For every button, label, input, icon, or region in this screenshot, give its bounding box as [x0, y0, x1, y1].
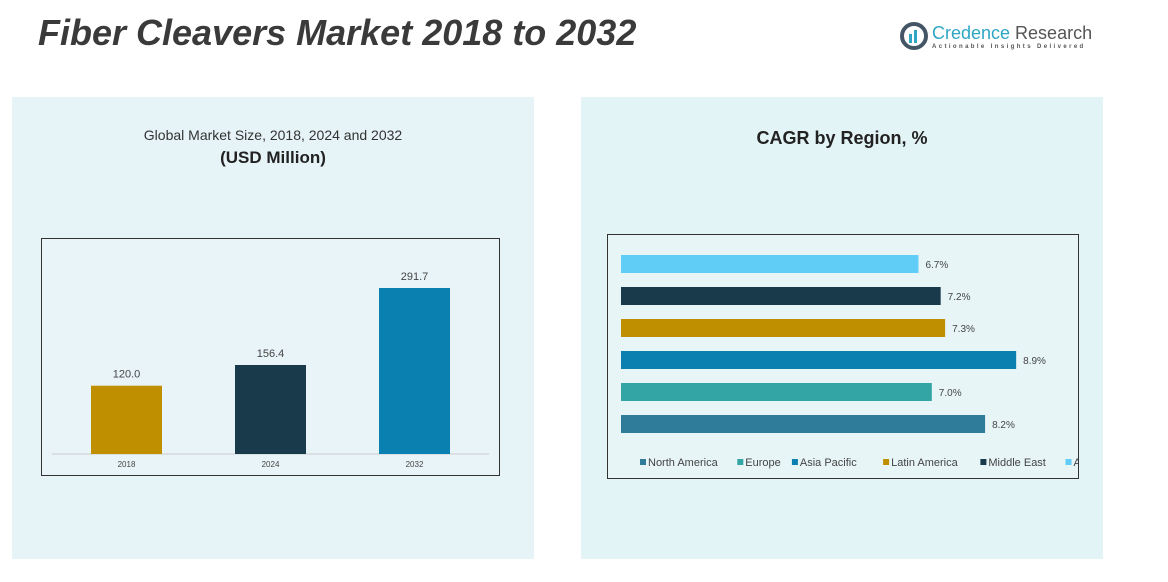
- legend-label: Middle East: [988, 457, 1045, 469]
- bar-value-label: 6.7%: [925, 260, 948, 271]
- bar-value-label: 7.3%: [952, 324, 975, 335]
- market-size-chart: 120.0 2018 156.4 2024 291.7 2032: [52, 271, 489, 469]
- bar-value-label: 8.2%: [992, 420, 1015, 431]
- logo: Credence Research Actionable Insights De…: [900, 22, 1092, 50]
- logo-icon: [900, 22, 928, 50]
- cagr-chart: 8.2% 7.0% 8.9% 7.3% 7.2% 6.7% North America Eur…: [621, 255, 1103, 469]
- bar-value-label: 7.2%: [948, 292, 971, 303]
- market-size-title: Global Market Size, 2018, 2024 and 2032: [143, 127, 403, 143]
- bar-value-label: 120.0: [113, 369, 141, 381]
- legend-label: Latin America: [891, 457, 959, 469]
- bar-value-label: 7.0%: [939, 388, 962, 399]
- cagr-chart-frame: 8.2% 7.0% 8.9% 7.3% 7.2% 6.7% North America Eur…: [607, 234, 1103, 479]
- market-size-unit: (USD Million): [220, 148, 326, 167]
- legend-swatch: [640, 459, 646, 465]
- x-tick-label: 2018: [118, 460, 136, 469]
- legend-swatch: [791, 459, 798, 465]
- bar-europe: [621, 383, 932, 401]
- page-title: Fiber Cleavers Market 2018 to 2032: [38, 12, 637, 53]
- legend-label: North America: [648, 457, 719, 469]
- bar-2032: [379, 288, 450, 454]
- legend-swatch: [737, 459, 744, 465]
- logo-name: Credence Research: [932, 22, 1093, 43]
- legend-label: Africa: [1074, 457, 1079, 469]
- bar-middle-east: [621, 287, 941, 305]
- bar-latin-america: [621, 319, 946, 337]
- market-size-chart-frame: 120.0 2018 156.4 2024 291.7 2032: [41, 238, 500, 476]
- bar-value-label: 156.4: [257, 348, 285, 360]
- bar-2024: [235, 364, 306, 454]
- legend-swatch: [883, 459, 890, 465]
- logo-tagline: Actionable Insights Delivered: [932, 43, 1086, 50]
- legend-label: Europe: [745, 457, 780, 469]
- bar-north-america: [621, 415, 986, 433]
- x-tick-label: 2024: [262, 460, 280, 469]
- bar-asia-pacific: [621, 351, 1017, 369]
- x-tick-label: 2032: [406, 460, 424, 469]
- bar-value-label: 8.9%: [1023, 356, 1046, 367]
- bar-2018: [91, 385, 162, 454]
- legend-swatch: [980, 459, 987, 465]
- bar-value-label: 291.7: [401, 271, 429, 283]
- cagr-title: CAGR by Region, %: [756, 128, 928, 148]
- legend-swatch: [1065, 459, 1072, 465]
- bar-africa: [621, 255, 919, 273]
- legend-label: Asia Pacific: [800, 457, 857, 469]
